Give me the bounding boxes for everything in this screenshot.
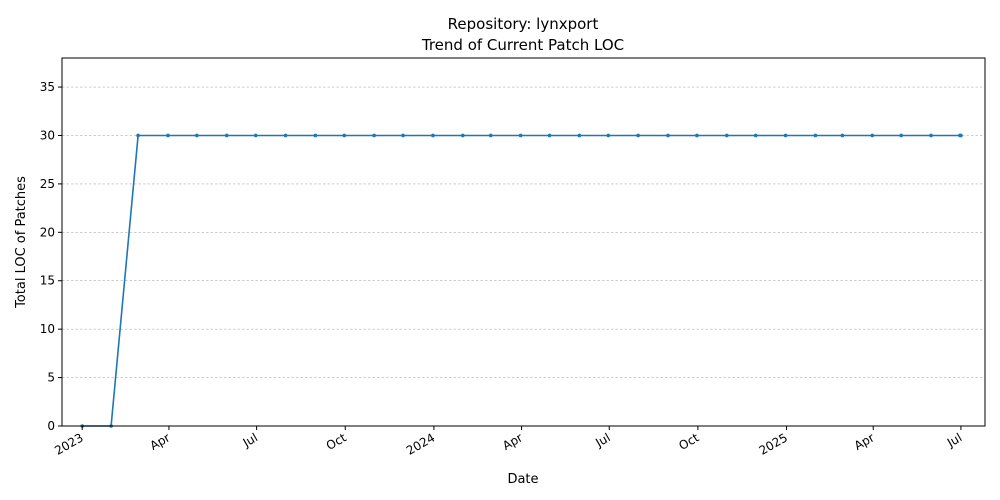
data-point: [518, 133, 523, 138]
chart-title: Repository: lynxport: [448, 15, 599, 33]
y-tick-label: 15: [40, 274, 55, 288]
data-point: [577, 133, 582, 138]
data-point: [195, 133, 199, 138]
data-point: [224, 133, 229, 138]
y-tick-label: 20: [40, 225, 55, 239]
data-point: [813, 133, 818, 138]
x-tick-label: Jul: [944, 430, 964, 450]
data-point: [547, 133, 552, 138]
data-point: [783, 133, 788, 138]
data-point: [899, 133, 903, 138]
y-tick-label: 35: [40, 80, 55, 94]
x-tick-label: Jul: [240, 430, 260, 450]
y-tick-label: 10: [40, 322, 55, 336]
data-point: [253, 133, 258, 138]
data-point: [342, 133, 347, 138]
data-point: [401, 133, 405, 138]
x-axis-label: Date: [507, 472, 538, 487]
data-point: [313, 133, 318, 138]
x-tick-label: Jul: [592, 430, 612, 450]
data-point: [929, 133, 933, 138]
data-point: [840, 133, 845, 138]
y-axis-label: Total LOC of Patches: [14, 176, 29, 309]
series-line: [80, 133, 963, 428]
data-point: [606, 133, 611, 138]
data-point: [666, 133, 670, 138]
y-tick-label: 5: [47, 371, 55, 385]
y-axis: 0 5 10 15 20 25 30 35: [40, 80, 62, 433]
y-tick-label: 25: [40, 177, 55, 191]
data-point: [372, 133, 376, 138]
data-point: [753, 133, 758, 138]
plot-frame: [61, 57, 986, 427]
data-point: [695, 133, 699, 138]
series-polyline: [82, 134, 961, 427]
data-point: [870, 133, 875, 138]
data-point: [488, 133, 493, 138]
y-tick-label: 30: [40, 128, 55, 142]
chart-subtitle: Trend of Current Patch LOC: [421, 36, 624, 54]
y-tick-label: 0: [47, 419, 55, 433]
data-point: [283, 133, 288, 138]
data-point: [959, 133, 963, 138]
data-point: [136, 133, 140, 138]
data-point: [724, 133, 729, 138]
data-point: [636, 133, 640, 138]
data-point: [431, 133, 435, 138]
data-point: [166, 133, 170, 138]
data-point: [461, 133, 465, 138]
